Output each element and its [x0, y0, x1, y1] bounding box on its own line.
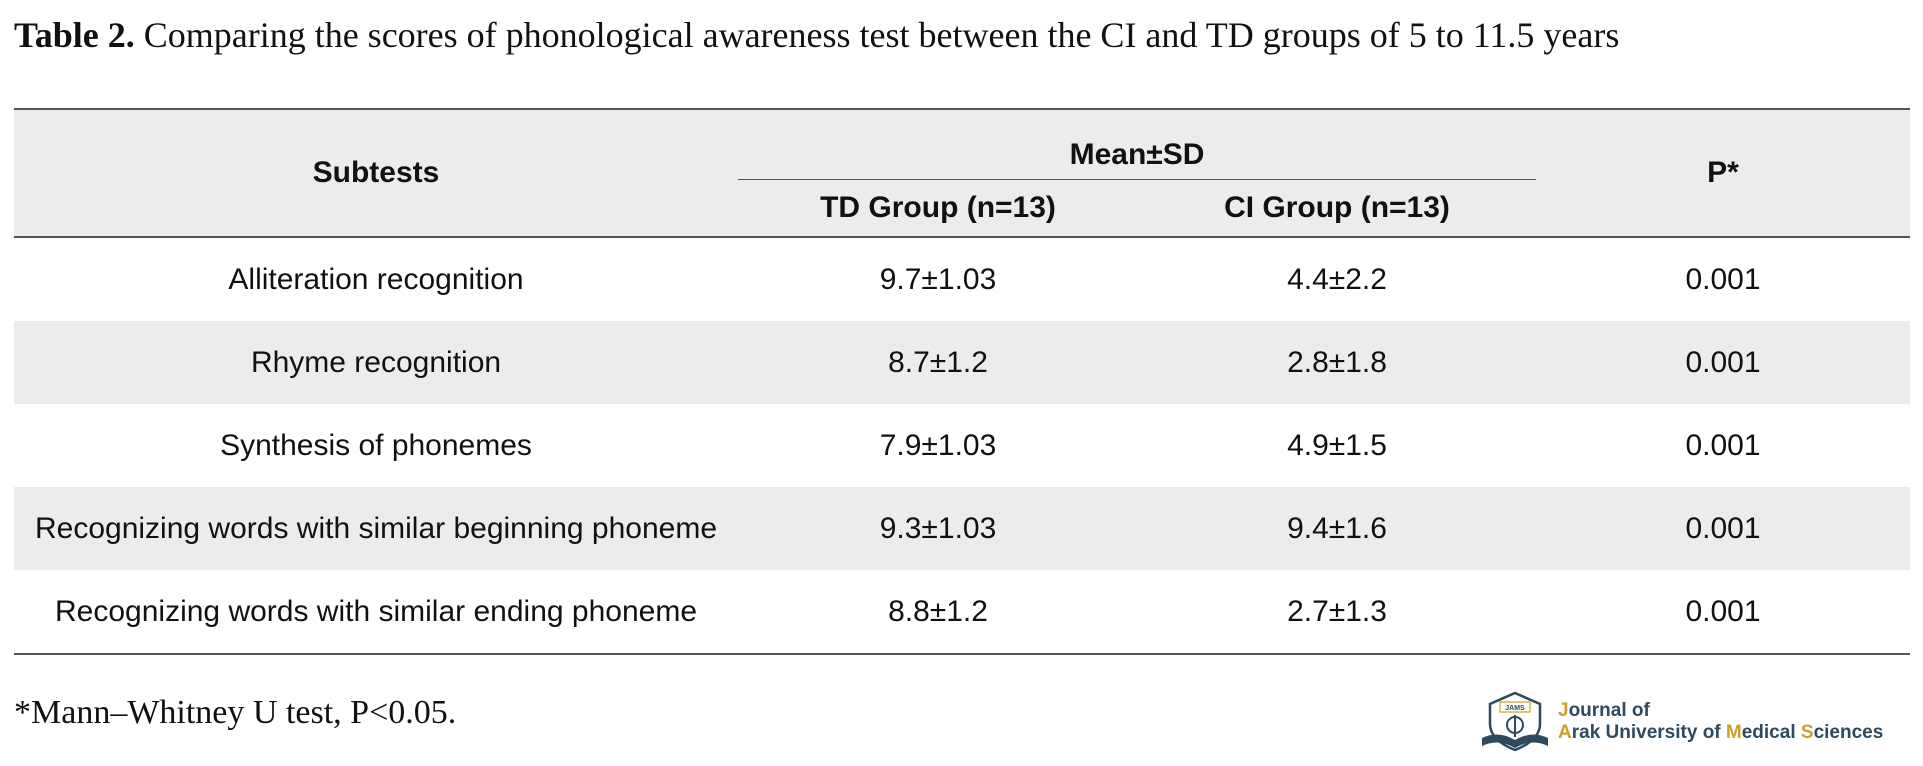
table-row: Alliteration recognition 9.7±1.03 4.4±2.… — [14, 237, 1910, 321]
cell-ci: 2.8±1.8 — [1138, 321, 1536, 404]
header-mean-sd-label: Mean±SD — [1069, 138, 1205, 171]
cell-td: 8.7±1.2 — [738, 321, 1138, 404]
cell-td: 9.7±1.03 — [879, 262, 997, 296]
caption-text: Comparing the scores of phonological awa… — [143, 15, 1620, 55]
journal-logo[interactable]: JAMS Journal of Arak University of Medic… — [1478, 690, 1912, 754]
cell-ci: 2.7±1.3 — [1287, 594, 1387, 628]
cell-subtest: Alliteration recognition — [228, 262, 524, 296]
table-caption: Table 2. Comparing the scores of phonolo… — [14, 14, 1619, 56]
table-row: Recognizing words with similar beginning… — [14, 487, 1910, 570]
cell-subtest: Recognizing words with similar ending ph… — [55, 594, 697, 628]
cell-ci: 4.9±1.5 — [1287, 428, 1387, 462]
emblem-text: JAMS — [1505, 705, 1525, 712]
results-table-container: Subtests Mean±SD P* TD Group (n=13) CI G… — [14, 108, 1910, 655]
cell-p: 0.001 — [1685, 594, 1761, 628]
cell-ci: 9.4±1.6 — [1138, 487, 1536, 570]
journal-emblem-icon: JAMS — [1482, 691, 1548, 752]
header-td-group: TD Group (n=13) — [738, 180, 1138, 237]
header-ci-group: CI Group (n=13) — [1138, 180, 1536, 237]
cell-subtest: Rhyme recognition — [14, 321, 738, 404]
table-row: Recognizing words with similar ending ph… — [14, 570, 1910, 654]
cell-p: 0.001 — [1685, 262, 1761, 296]
header-subtests: Subtests — [14, 109, 738, 237]
cell-td: 8.8±1.2 — [888, 594, 988, 628]
journal-name: Journal of Arak University of Medical Sc… — [1558, 700, 1883, 744]
journal-name-line1: Journal of — [1558, 700, 1650, 721]
cell-subtest: Recognizing words with similar beginning… — [14, 487, 738, 570]
cell-p: 0.001 — [1536, 321, 1910, 404]
cell-subtest: Synthesis of phonemes — [220, 428, 532, 462]
cell-ci: 4.4±2.2 — [1287, 262, 1387, 296]
cell-td: 9.3±1.03 — [738, 487, 1138, 570]
table-header: Subtests Mean±SD P* TD Group (n=13) CI G… — [14, 109, 1910, 237]
cell-p: 0.001 — [1685, 428, 1761, 462]
header-p-value: P* — [1536, 109, 1910, 237]
header-mean-sd: Mean±SD — [738, 109, 1536, 180]
table-row: Synthesis of phonemes 7.9±1.03 4.9±1.5 0… — [14, 404, 1910, 487]
cell-td: 7.9±1.03 — [879, 428, 997, 462]
header-divider — [738, 179, 1536, 180]
table-footnote: *Mann–Whitney U test, P<0.05. — [14, 694, 457, 731]
cell-p: 0.001 — [1536, 487, 1910, 570]
results-table: Subtests Mean±SD P* TD Group (n=13) CI G… — [14, 108, 1910, 655]
table-body: Alliteration recognition 9.7±1.03 4.4±2.… — [14, 237, 1910, 654]
table-row: Rhyme recognition 8.7±1.2 2.8±1.8 0.001 — [14, 321, 1910, 404]
caption-label: Table 2. — [14, 15, 135, 55]
journal-name-line2: Arak University of Medical Sciences — [1558, 722, 1884, 743]
